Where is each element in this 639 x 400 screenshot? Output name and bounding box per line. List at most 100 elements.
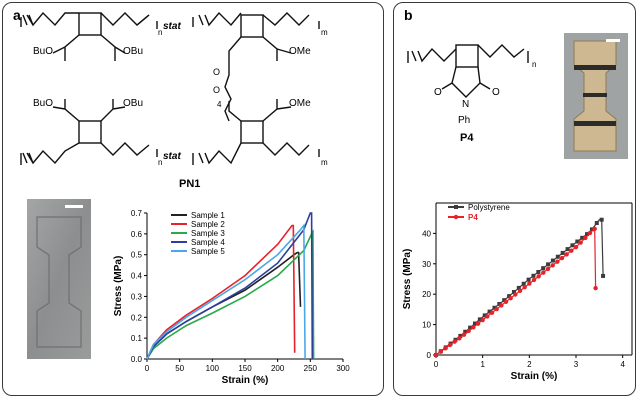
- stress-strain-chart-a: 0 50 100 150 200 250 300 0.0 0.1 0.2 0.3 0.4 0.5 0.6 0…: [113, 209, 350, 386]
- y-axis-label: Stress (MPa): [402, 249, 413, 310]
- series-marker-2: [522, 285, 527, 290]
- bu-o-label-1: BuO: [33, 46, 53, 57]
- x-axis-label: Strain (%): [511, 371, 558, 382]
- legend-label-1: Sample 1: [191, 211, 225, 220]
- series-marker-1: [550, 258, 555, 263]
- series-marker-2: [541, 270, 546, 275]
- series-marker-2: [461, 332, 467, 337]
- series-marker-2: [447, 342, 453, 348]
- n-subscript-top: n: [158, 28, 162, 37]
- n-label-b: N: [462, 99, 469, 110]
- series-marker-1: [468, 325, 473, 330]
- o-label-link-1: O: [213, 67, 220, 77]
- y-tick-label: 0: [427, 351, 432, 360]
- series-marker-2: [480, 317, 485, 323]
- legend-label-2: P4: [468, 213, 478, 222]
- ph-label-b: Ph: [458, 115, 470, 126]
- y-tick-label: 0.7: [131, 209, 143, 218]
- series-marker-2: [527, 281, 532, 286]
- series-marker-2: [452, 339, 457, 344]
- series-marker-2: [559, 255, 565, 261]
- series-marker-2: [485, 314, 490, 319]
- legend-label-4: Sample 4: [191, 238, 225, 247]
- series-marker-1: [599, 217, 604, 222]
- p4-structure: O O N Ph n P4: [407, 44, 536, 144]
- x-tick-label: 100: [206, 364, 220, 373]
- series-marker-1: [565, 247, 570, 252]
- series-marker-1: [487, 309, 492, 314]
- pn1-structure: BuO OBu OMe BuO OBu OMe stat stat n m n …: [20, 11, 328, 190]
- series-marker-1: [570, 243, 575, 248]
- p4-sample-photo: [564, 33, 628, 159]
- series-marker-2: [499, 303, 504, 308]
- x-tick-label: 4: [620, 360, 625, 369]
- series-marker-2: [433, 352, 439, 358]
- x-tick-label: 0: [434, 360, 439, 369]
- y-tick-label: 40: [422, 229, 431, 238]
- panel-letter-a: a: [13, 7, 21, 23]
- x-tick-label: 200: [271, 364, 285, 373]
- x-tick-label: 50: [175, 364, 184, 373]
- pn1-sample-photo: [27, 199, 91, 359]
- series-marker-2: [475, 321, 481, 326]
- series-marker-2: [545, 266, 551, 272]
- legend-marker-2: [453, 214, 459, 220]
- stat-label-top: stat: [163, 21, 181, 32]
- scale-bar-b: [606, 39, 620, 42]
- series-marker-1: [477, 317, 482, 322]
- panel-a: a: [2, 2, 384, 396]
- x-tick-label: 150: [238, 364, 252, 373]
- legend-label-1: Polystyrene: [468, 203, 510, 212]
- series-marker-2: [583, 235, 588, 241]
- x-tick-label: 250: [304, 364, 318, 373]
- series-marker-1: [601, 273, 606, 278]
- series-marker-1: [580, 235, 585, 240]
- n-subscript-bottom: n: [158, 158, 162, 167]
- series-marker-1: [555, 254, 560, 259]
- o-bu-label-1: OBu: [123, 46, 143, 57]
- legend-label-2: Sample 2: [191, 220, 225, 229]
- series-marker-1: [589, 227, 594, 232]
- series-marker-1: [541, 266, 546, 271]
- series-marker-1: [531, 273, 536, 278]
- pn1-label: PN1: [179, 178, 200, 190]
- series-marker-2: [578, 240, 583, 245]
- series-marker-2: [508, 295, 513, 301]
- series-marker-1: [585, 232, 590, 237]
- series-marker-1: [492, 305, 497, 310]
- series-marker-2: [517, 288, 523, 294]
- series-marker-2: [564, 252, 569, 257]
- series-marker-1: [521, 281, 526, 286]
- series-marker-2: [555, 259, 560, 264]
- series-marker-2: [503, 299, 509, 304]
- series-marker-2: [513, 292, 518, 297]
- y-tick-label: 20: [422, 290, 431, 299]
- series-marker-2: [593, 285, 598, 291]
- panel-b: b O O N Ph n P4 0 1 2 3 4 0 10 20 30 40 Strain (%)…: [393, 2, 636, 396]
- x-tick-label: 3: [574, 360, 579, 369]
- series-marker-1: [516, 285, 521, 290]
- y-axis-label: Stress (MPa): [113, 256, 124, 317]
- o-label-link-2: O: [213, 85, 220, 95]
- y-tick-label: 0.6: [131, 230, 143, 239]
- series-marker-1: [458, 333, 463, 338]
- series-line-5: [146, 223, 306, 360]
- series-line-4: [146, 212, 314, 360]
- y-tick-label: 30: [422, 260, 431, 269]
- x-axis-label: Strain (%): [222, 375, 269, 386]
- series-marker-2: [573, 244, 579, 250]
- series-marker-2: [536, 274, 541, 279]
- series-marker-1: [594, 221, 599, 226]
- ome-label-2: OMe: [289, 98, 311, 109]
- scale-bar-a: [65, 205, 83, 208]
- series-marker-1: [526, 277, 531, 282]
- x-tick-label: 300: [336, 364, 350, 373]
- four-subscript: 4: [217, 100, 222, 109]
- ome-label-1: OMe: [289, 46, 311, 57]
- bu-o-label-2: BuO: [33, 98, 53, 109]
- series-marker-1: [463, 329, 468, 334]
- m-subscript-bottom: m: [321, 158, 328, 167]
- o-label-b-1: O: [434, 87, 442, 98]
- series-marker-2: [587, 230, 593, 236]
- y-tick-label: 0.2: [131, 313, 143, 322]
